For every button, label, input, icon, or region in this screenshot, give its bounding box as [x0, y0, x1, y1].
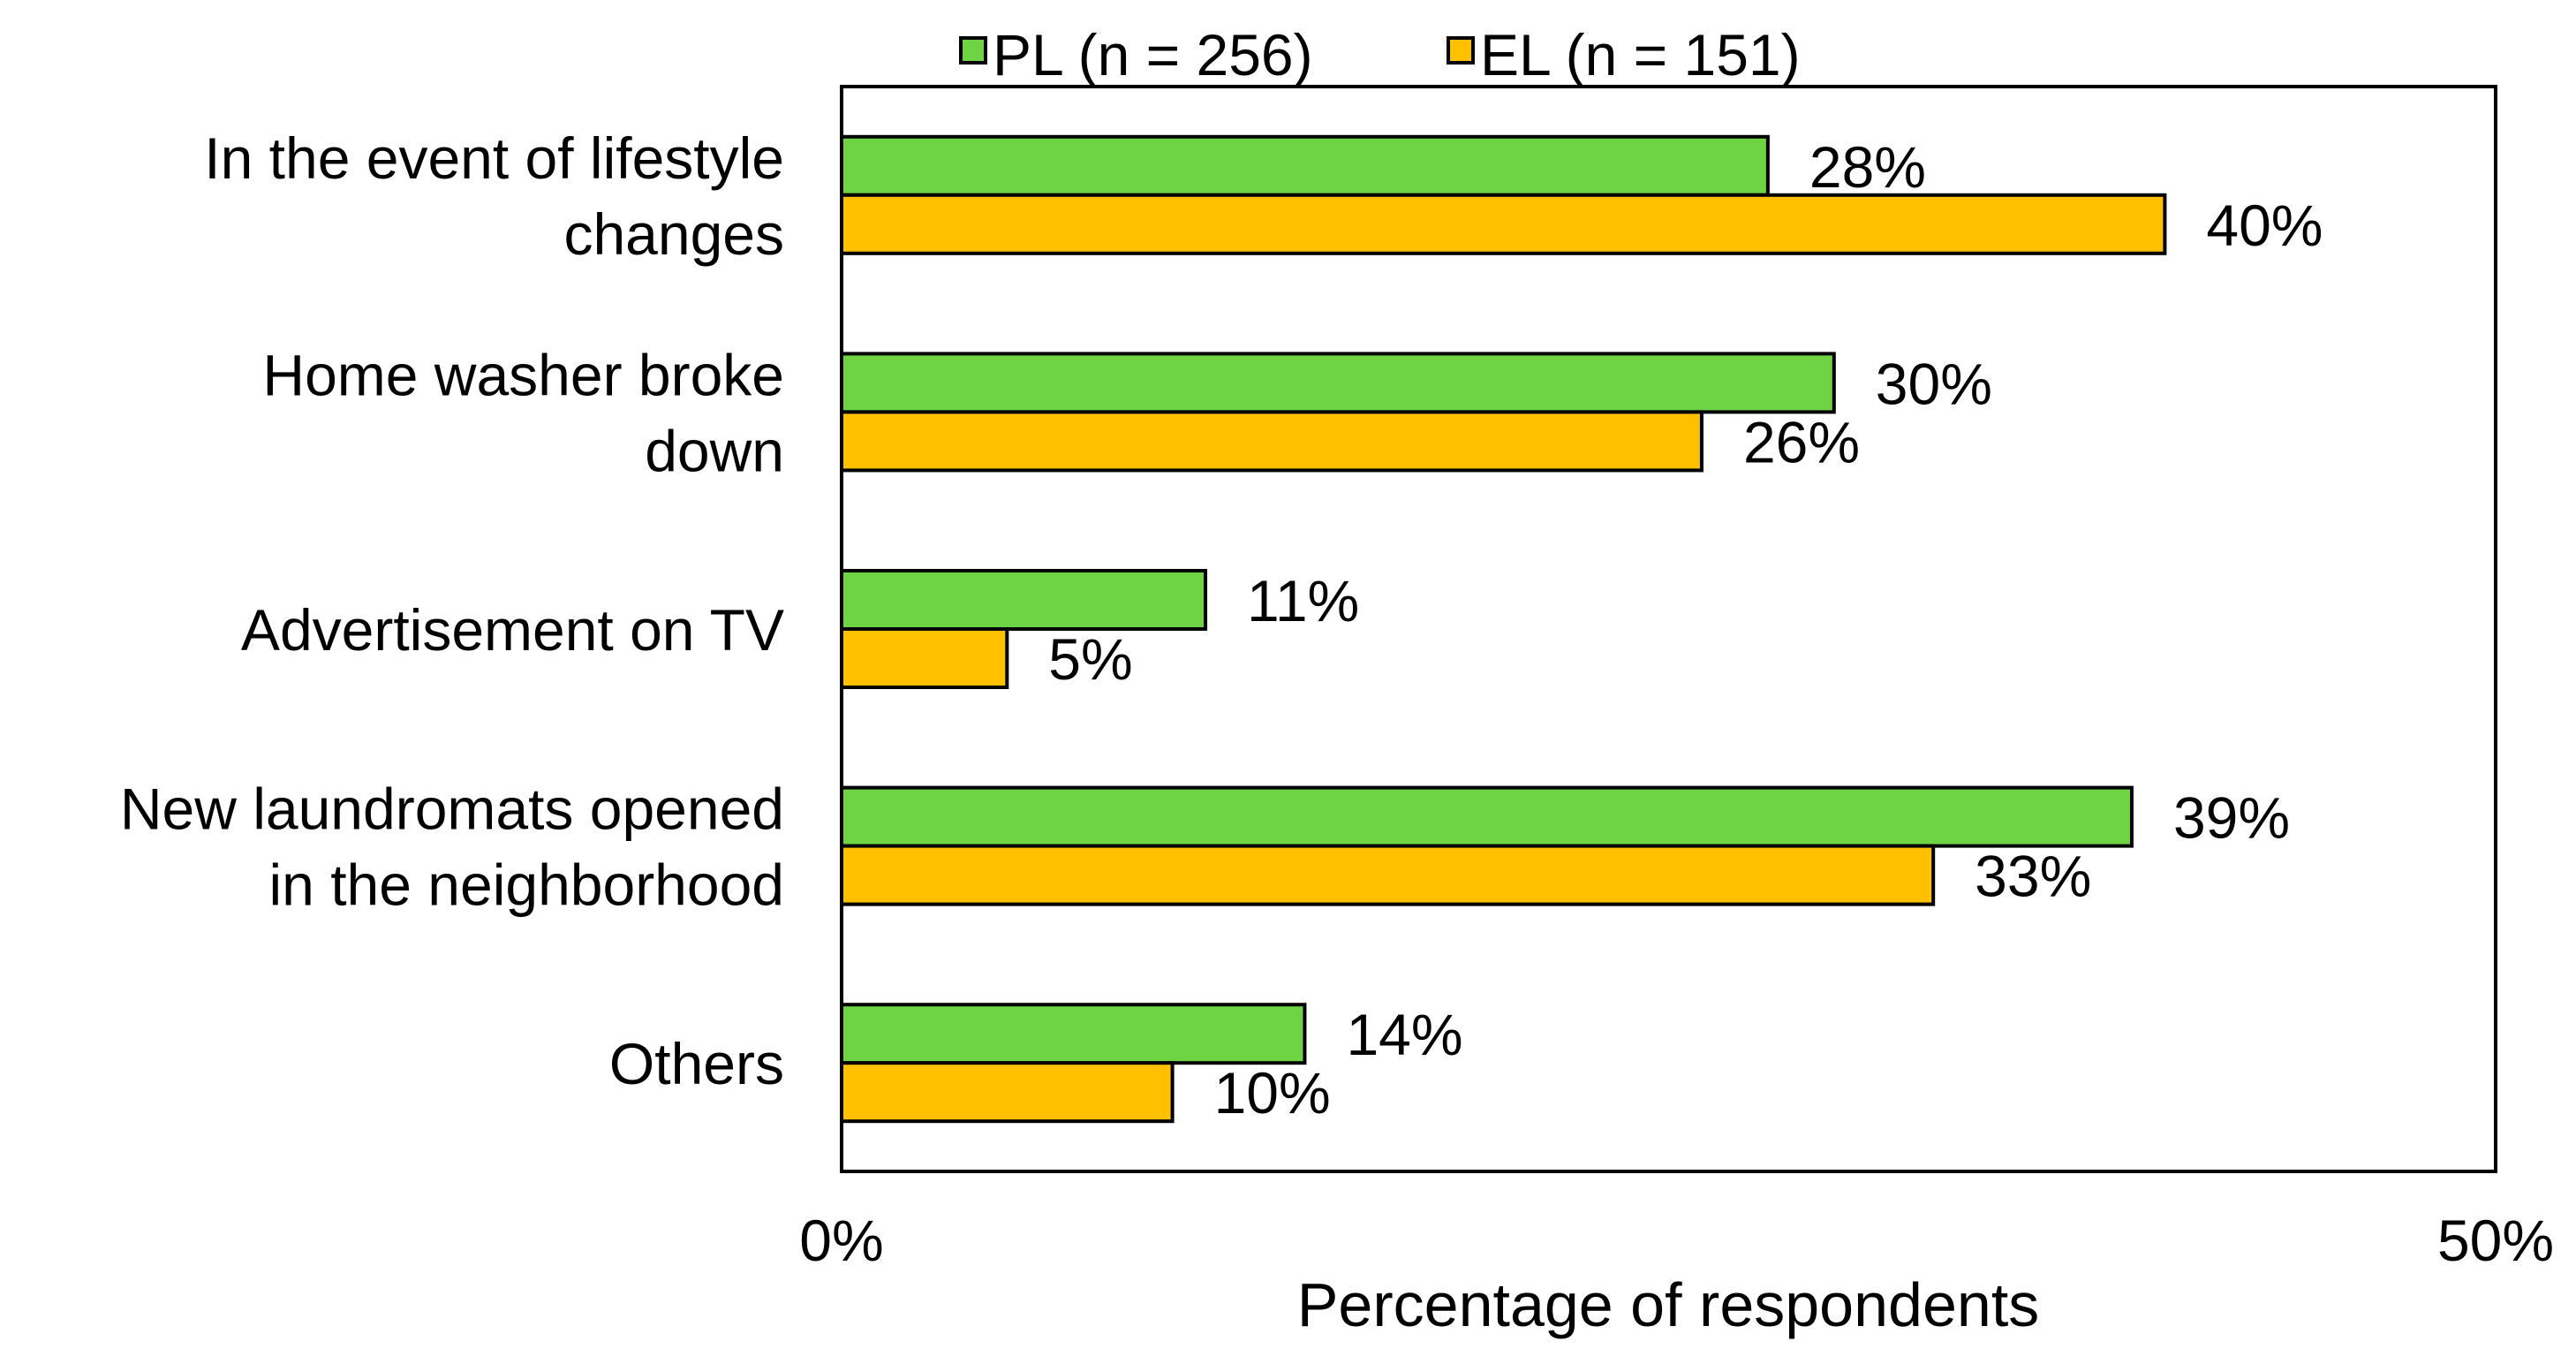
- category-label-1-line-1: down: [645, 418, 784, 483]
- category-label-0-line-1: changes: [563, 201, 784, 267]
- category-label-3-line-1: in the neighborhood: [269, 852, 785, 918]
- category-label-3-line-0: New laundromats opened: [120, 777, 784, 842]
- value-label-pl-3: 39%: [2173, 785, 2290, 851]
- legend-swatch-pl: [959, 36, 987, 64]
- bar-el-0: [840, 193, 2167, 255]
- bar-pl-0: [840, 134, 1770, 197]
- x-tick-label-0: 0%: [799, 1208, 883, 1273]
- category-label-0-line-0: In the event of lifestyle: [204, 125, 784, 191]
- bar-el-1: [840, 410, 1703, 473]
- value-label-pl-4: 14%: [1346, 1002, 1462, 1067]
- bar-el-2: [840, 627, 1009, 689]
- bar-pl-1: [840, 352, 1836, 414]
- bar-pl-3: [840, 785, 2134, 848]
- value-label-pl-2: 11%: [1247, 568, 1359, 633]
- value-labels-group: 28% 40% 30%26% 11% 5% 39% 33% 14%10%: [1048, 134, 2323, 1125]
- bar-el-3: [840, 844, 1936, 906]
- category-label-1-line-0: Home washer broke: [262, 342, 784, 407]
- value-label-el-2: 5%: [1048, 626, 1132, 692]
- category-label-2-line-0: Advertisement on TV: [241, 597, 784, 663]
- legend-label-el: EL (n = 151): [1480, 22, 1801, 87]
- value-label-el-3: 33%: [1975, 844, 2091, 909]
- x-tick-label-50: 50%: [2437, 1208, 2554, 1273]
- bar-el-4: [840, 1061, 1175, 1124]
- category-labels-group: In the event of lifestyle changes Home was…: [120, 125, 784, 1096]
- bar-pl-2: [840, 569, 1208, 631]
- legend-swatch-el: [1447, 36, 1475, 64]
- bars-group: [840, 134, 2167, 1124]
- legend-label-pl: PL (n = 256): [993, 22, 1313, 87]
- value-label-el-1: 26%: [1743, 409, 1860, 474]
- value-label-el-4: 10%: [1214, 1060, 1331, 1125]
- legend: PL (n = 256) EL (n = 151): [959, 22, 1801, 87]
- value-label-pl-0: 28%: [1809, 134, 1926, 200]
- value-label-el-0: 40%: [2206, 193, 2323, 258]
- x-axis-title: Percentage of respondents: [1297, 1270, 2040, 1339]
- bar-pl-4: [840, 1003, 1307, 1065]
- value-label-pl-1: 30%: [1876, 351, 1992, 416]
- category-label-4-line-0: Others: [609, 1031, 784, 1096]
